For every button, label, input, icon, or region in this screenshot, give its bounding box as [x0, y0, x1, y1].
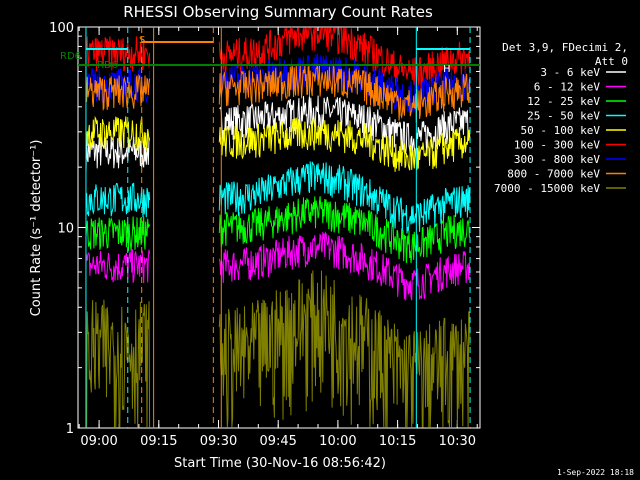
marker-label: RD6 — [97, 60, 118, 71]
legend-label: 300 - 800 keV — [514, 153, 600, 166]
y-axis-label: Count Rate (s⁻¹ detector⁻¹) — [29, 140, 44, 317]
series-layer — [85, 26, 471, 428]
legend-label: 12 - 25 keV — [527, 95, 600, 108]
series-line — [85, 196, 471, 264]
x-tick-label: 10:15 — [379, 434, 416, 449]
legend-label: 25 - 50 keV — [527, 110, 600, 123]
plot-axes: 1 10 100 09:00 09:15 09:30 09:45 10:00 10:15 10:3… — [49, 21, 481, 449]
legend-label: 6 - 12 keV — [534, 81, 601, 94]
x-tick-label: 10:30 — [439, 434, 476, 449]
generation-date: 1-Sep-2022 18:18 — [557, 468, 634, 477]
x-tick-label: 10:00 — [319, 434, 356, 449]
legend-label: 7000 - 15000 keV — [494, 182, 600, 195]
series-line — [85, 64, 471, 123]
marker-label: RD6 — [60, 51, 81, 62]
series-line — [85, 115, 471, 172]
chart-title: RHESSI Observing Summary Count Rates — [123, 3, 433, 21]
detector-header: Det 3,9, FDecimi 2, — [502, 41, 628, 54]
series-line — [85, 161, 471, 234]
marker-label: H — [443, 64, 451, 75]
series-line — [85, 230, 471, 301]
y-tick-label: 10 — [57, 222, 74, 237]
marker-label: S — [139, 35, 145, 46]
x-tick-label: 09:30 — [200, 434, 237, 449]
y-tick-label: 1 — [66, 422, 74, 437]
y-tick-label: 100 — [49, 21, 74, 36]
marker-layer: RD6 RD6 S H — [60, 27, 480, 428]
attenuator-header: Att 0 — [595, 55, 628, 68]
legend-label: 3 - 6 keV — [540, 66, 600, 79]
legend-label: 50 - 100 keV — [521, 124, 601, 137]
legend-label: 100 - 300 keV — [514, 139, 600, 152]
x-axis-label: Start Time (30-Nov-16 08:56:42) — [174, 456, 386, 471]
x-tick-label: 09:45 — [259, 434, 296, 449]
legend-label: 800 - 7000 keV — [507, 168, 600, 181]
x-tick-label: 09:00 — [80, 434, 117, 449]
x-tick-label: 09:15 — [140, 434, 177, 449]
series-line — [85, 270, 471, 428]
